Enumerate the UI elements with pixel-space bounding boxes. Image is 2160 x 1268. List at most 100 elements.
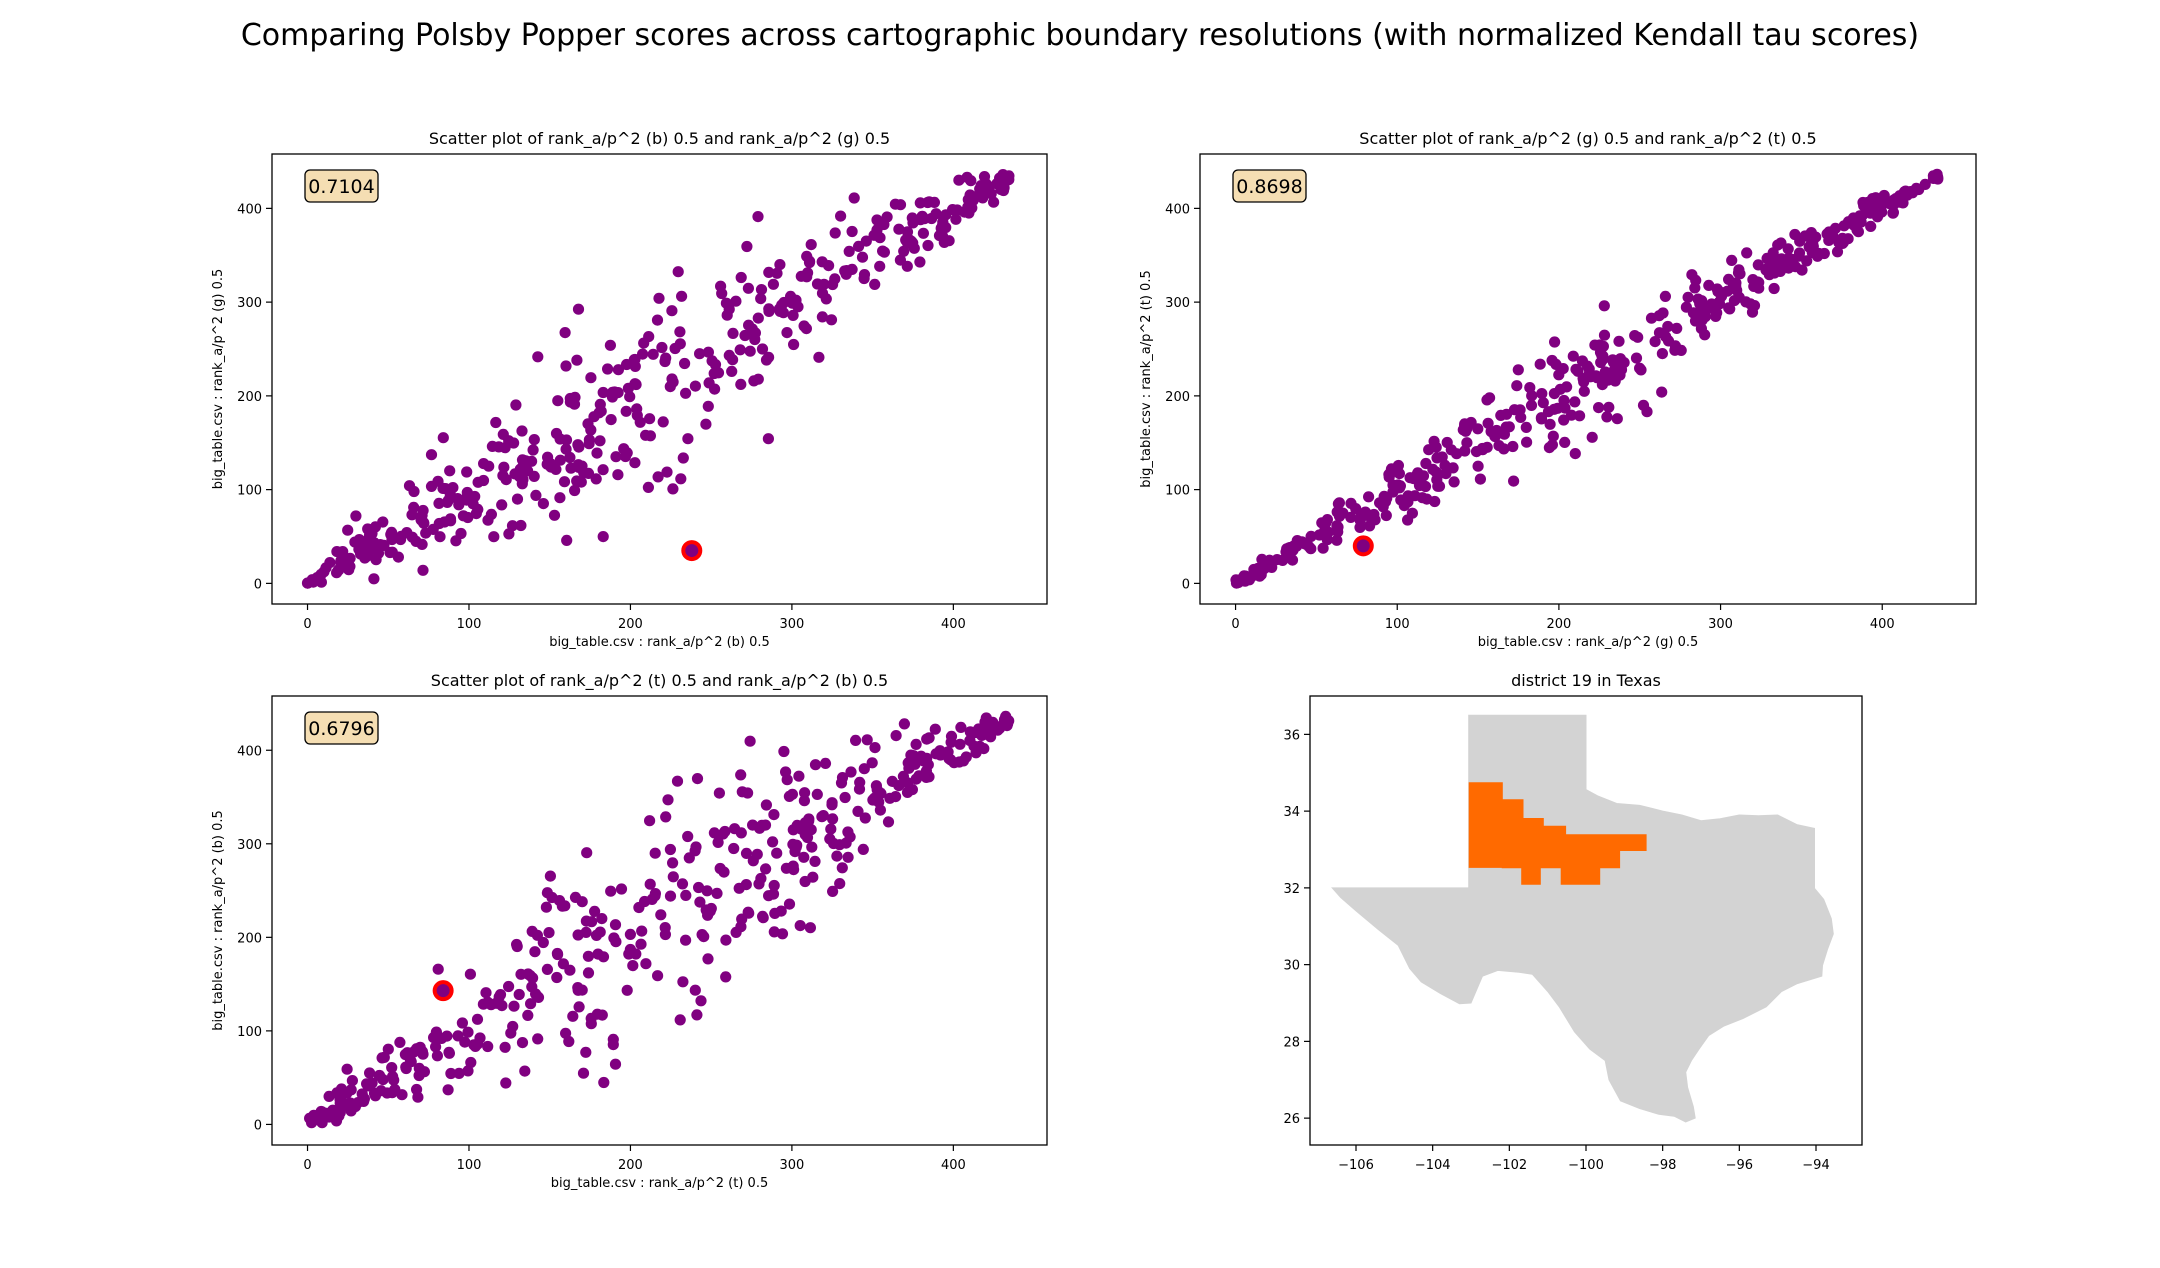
data-point: [978, 743, 990, 755]
data-point: [674, 326, 686, 338]
data-point: [1611, 413, 1623, 425]
data-point: [735, 271, 747, 284]
data-point: [1420, 457, 1432, 470]
data-point: [1601, 411, 1613, 423]
data-point: [929, 723, 941, 735]
data-point: [598, 1076, 610, 1089]
data-point: [1641, 406, 1653, 418]
data-point: [680, 387, 692, 399]
data-point: [571, 354, 583, 366]
data-point: [471, 1013, 484, 1025]
data-point: [767, 278, 780, 290]
data-point: [906, 212, 918, 224]
y-tick-label: 32: [1283, 882, 1300, 897]
data-point: [1565, 409, 1578, 421]
data-point: [674, 1014, 686, 1026]
data-point: [690, 841, 702, 853]
data-point: [572, 929, 584, 941]
data-point: [740, 847, 753, 860]
data-point: [1359, 506, 1371, 518]
data-point: [1872, 202, 1884, 214]
data-point: [803, 256, 816, 269]
x-tick-label: 0: [303, 1158, 311, 1173]
data-point: [331, 546, 343, 558]
data-point: [1789, 261, 1802, 273]
data-point: [1544, 418, 1556, 430]
data-point: [675, 473, 687, 485]
data-point: [850, 734, 862, 747]
data-point: [1740, 296, 1752, 308]
data-point: [805, 239, 817, 251]
data-point: [453, 1067, 465, 1079]
data-point: [816, 311, 829, 323]
data-point: [364, 1067, 376, 1079]
data-point: [596, 913, 608, 925]
x-tick-label: −94: [1802, 1158, 1829, 1173]
data-point: [853, 240, 865, 252]
data-point: [1534, 358, 1546, 370]
data-point: [515, 519, 527, 532]
data-point: [1774, 265, 1786, 277]
data-point: [794, 920, 806, 932]
data-point: [461, 494, 473, 506]
data-point: [1649, 336, 1661, 348]
data-point: [1305, 530, 1317, 543]
data-point: [1591, 372, 1603, 384]
data-point: [526, 981, 538, 993]
data-point: [701, 885, 713, 897]
data-point: [1331, 520, 1343, 532]
data-point: [532, 1033, 544, 1045]
data-point: [464, 968, 476, 980]
data-point: [605, 414, 617, 426]
data-point: [604, 339, 617, 351]
data-point: [852, 805, 864, 818]
data-point: [472, 503, 484, 515]
y-tick-label: 400: [237, 744, 262, 759]
data-point: [1689, 315, 1702, 327]
y-tick-label: 300: [237, 838, 262, 853]
data-point: [659, 922, 671, 934]
data-point: [444, 513, 457, 525]
data-point: [680, 889, 692, 902]
data-point: [569, 891, 582, 904]
x-tick-label: 400: [941, 1158, 966, 1173]
data-point: [1883, 198, 1895, 210]
data-point: [667, 871, 679, 883]
data-point: [386, 1062, 398, 1074]
data-point: [597, 386, 609, 399]
data-point: [894, 199, 907, 211]
tau-score-label: 0.7104: [308, 176, 374, 198]
data-point: [425, 449, 438, 461]
data-point: [763, 351, 775, 363]
data-point: [392, 551, 404, 563]
data-point: [597, 531, 609, 543]
data-point: [1821, 228, 1833, 240]
data-point: [588, 411, 600, 423]
data-point: [597, 464, 609, 476]
data-point: [1331, 534, 1343, 546]
data-point: [515, 968, 527, 980]
data-point: [739, 329, 751, 342]
plot-title: Scatter plot of rank_a/p^2 (t) 0.5 and r…: [431, 671, 888, 691]
data-point: [771, 267, 783, 279]
data-point: [1570, 363, 1582, 375]
data-point: [1598, 329, 1611, 341]
data-point: [1662, 320, 1674, 333]
data-point: [1350, 503, 1362, 515]
data-point: [1927, 170, 1939, 182]
data-point: [711, 887, 723, 900]
data-point: [1653, 327, 1666, 339]
x-tick-label: 400: [941, 617, 966, 632]
data-point: [948, 757, 960, 769]
data-point: [505, 1027, 517, 1039]
data-point: [818, 278, 830, 290]
data-point: [1546, 439, 1558, 451]
data-point: [520, 455, 532, 467]
data-point: [771, 847, 783, 859]
data-point: [560, 434, 573, 446]
y-tick-label: 400: [237, 202, 262, 217]
data-point: [640, 958, 652, 970]
y-tick-label: 30: [1283, 959, 1300, 974]
data-point: [1775, 253, 1788, 265]
data-point: [1296, 536, 1308, 548]
